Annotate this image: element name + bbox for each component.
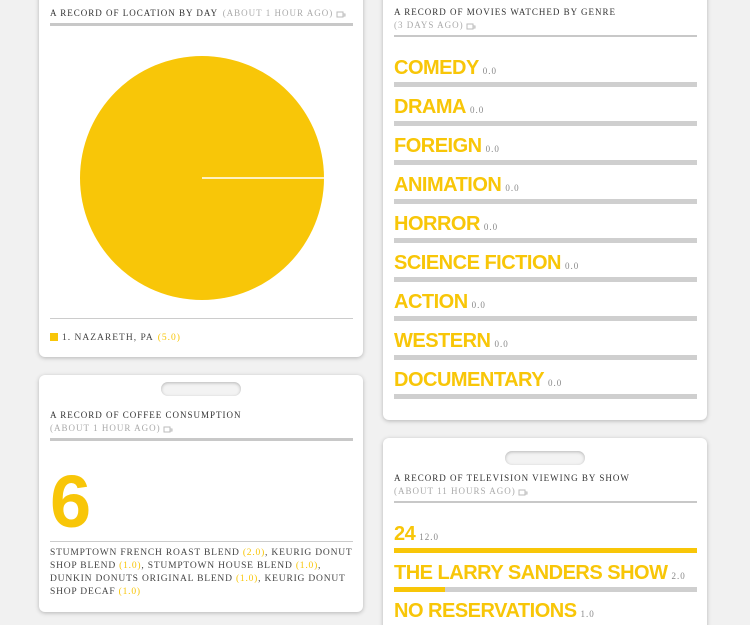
category-label: THE LARRY SANDERS SHOW	[394, 561, 668, 584]
category-label: WESTERN	[394, 330, 491, 352]
bar-row-label: DRAMA 0.0	[394, 95, 484, 122]
bar-row-label: FOREIGN 0.0	[394, 134, 500, 161]
header-rule	[394, 501, 697, 503]
value-label: 0.0	[548, 378, 563, 388]
refresh-icon	[163, 426, 173, 433]
coffee-count: (1.0)	[119, 561, 142, 571]
bar-row-label: WESTERN 0.0	[394, 329, 509, 356]
category-label: FOREIGN	[394, 135, 482, 157]
category-label: DOCUMENTARY	[394, 369, 545, 391]
bar	[394, 548, 697, 553]
value-label: 0.0	[564, 261, 580, 271]
value-label: 0.0	[482, 66, 498, 76]
header-rule	[50, 23, 353, 26]
card-time: (ABOUT 1 HOUR AGO)	[222, 8, 334, 18]
value-label: 0.0	[469, 105, 485, 115]
coffee-item: STUMPTOWN FRENCH ROAST BLEND (2.0)	[50, 548, 268, 558]
coffee-list: STUMPTOWN FRENCH ROAST BLEND (2.0) KEURI…	[50, 547, 355, 599]
icon-shape	[518, 489, 528, 496]
bar-row-label: ACTION 0.0	[394, 290, 486, 317]
refresh-icon	[336, 11, 346, 18]
coffee-item: KEURIG DONUT SHOP DECAF (1.0)	[50, 574, 345, 597]
coffee-item: STUMPTOWN HOUSE BLEND (1.0)	[148, 561, 321, 571]
card-handle	[505, 451, 585, 465]
bar-track	[394, 316, 697, 321]
category-label: ANIMATION	[394, 174, 502, 196]
icon-shape	[163, 426, 173, 433]
divider	[50, 541, 353, 542]
legend-label: 1. NAZARETH, PA	[62, 333, 154, 343]
coffee-name: KEURIG DONUT SHOP BLEND	[50, 548, 353, 571]
card-title: A RECORD OF TELEVISION VIEWING BY SHOW	[394, 473, 630, 483]
category-label: NO RESERVATIONS	[394, 600, 577, 622]
value-label: 0.0	[485, 144, 500, 154]
icon-shape	[336, 11, 346, 18]
category-label: DRAMA	[394, 96, 466, 118]
bar-track	[394, 586, 697, 592]
category-label: ACTION	[394, 291, 468, 313]
bar-track	[394, 82, 697, 87]
card-handle	[161, 382, 241, 396]
pie-chart	[80, 56, 324, 300]
bar-track	[394, 160, 697, 165]
coffee-name: STUMPTOWN HOUSE BLEND	[147, 561, 293, 571]
coffee-name: STUMPTOWN FRENCH ROAST BLEND	[50, 548, 240, 558]
category-label: 24	[394, 523, 416, 545]
coffee-count: (1.0)	[235, 574, 259, 584]
value-label: 1.0	[580, 609, 595, 619]
card-title: A RECORD OF MOVIES WATCHED BY GENRE	[394, 7, 617, 17]
bar-track	[394, 277, 697, 282]
coffee-name: DUNKIN DONUTS ORIGINAL BLEND	[50, 574, 233, 584]
value-label: 0.0	[471, 300, 486, 310]
icon-shape	[466, 23, 476, 30]
coffee-total: 6	[50, 460, 92, 543]
category-label: COMEDY	[394, 57, 479, 79]
value-label: 2.0	[671, 570, 686, 581]
category-label: HORROR	[394, 213, 480, 235]
card-title: A RECORD OF LOCATION BY DAY	[50, 8, 219, 18]
bar	[394, 586, 445, 592]
bar-row-label: NO RESERVATIONS 1.0	[394, 599, 595, 625]
card-time: (ABOUT 1 HOUR AGO)	[50, 423, 161, 433]
bar-track	[394, 355, 697, 360]
refresh-icon	[466, 23, 476, 30]
legend-item: 1. NAZARETH, PA (5.0)	[50, 333, 181, 343]
legend-swatch	[50, 333, 58, 341]
bar-row-label: THE LARRY SANDERS SHOW 2.0	[394, 561, 686, 588]
refresh-icon	[518, 489, 528, 496]
legend-value: (5.0)	[157, 333, 181, 343]
bar-row-label: COMEDY 0.0	[394, 56, 497, 83]
bar-track	[394, 121, 697, 126]
bar-track	[394, 394, 697, 399]
card-title: A RECORD OF COFFEE CONSUMPTION	[50, 410, 242, 420]
bar-row-label: SCIENCE FICTION 0.0	[394, 251, 579, 278]
category-label: SCIENCE FICTION	[394, 252, 561, 274]
coffee-name: KEURIG DONUT SHOP DECAF	[50, 574, 346, 597]
bar-row-label: DOCUMENTARY 0.0	[394, 368, 562, 395]
value-label: 12.0	[419, 532, 439, 542]
tv-card	[383, 438, 707, 625]
bar-row-label: 24 12.0	[394, 522, 439, 549]
coffee-item: DUNKIN DONUTS ORIGINAL BLEND (1.0)	[50, 574, 261, 584]
card-time: (3 DAYS AGO)	[394, 20, 464, 30]
header-rule	[50, 438, 353, 441]
value-label: 0.0	[483, 222, 499, 232]
value-label: 0.0	[494, 339, 509, 349]
coffee-count: (1.0)	[295, 561, 319, 571]
coffee-count: (2.0)	[242, 548, 266, 558]
card-time: (ABOUT 11 HOURS AGO)	[394, 486, 516, 496]
bar-track	[394, 199, 697, 204]
movies-card	[383, 0, 707, 420]
bar-row-label: ANIMATION 0.0	[394, 173, 520, 200]
bar-row-label: HORROR 0.0	[394, 212, 498, 239]
value-label: 0.0	[505, 183, 520, 193]
coffee-count: (1.0)	[118, 587, 141, 597]
bar-track	[394, 238, 697, 243]
coffee-card	[39, 375, 363, 612]
divider	[50, 318, 353, 319]
header-rule	[394, 35, 697, 37]
